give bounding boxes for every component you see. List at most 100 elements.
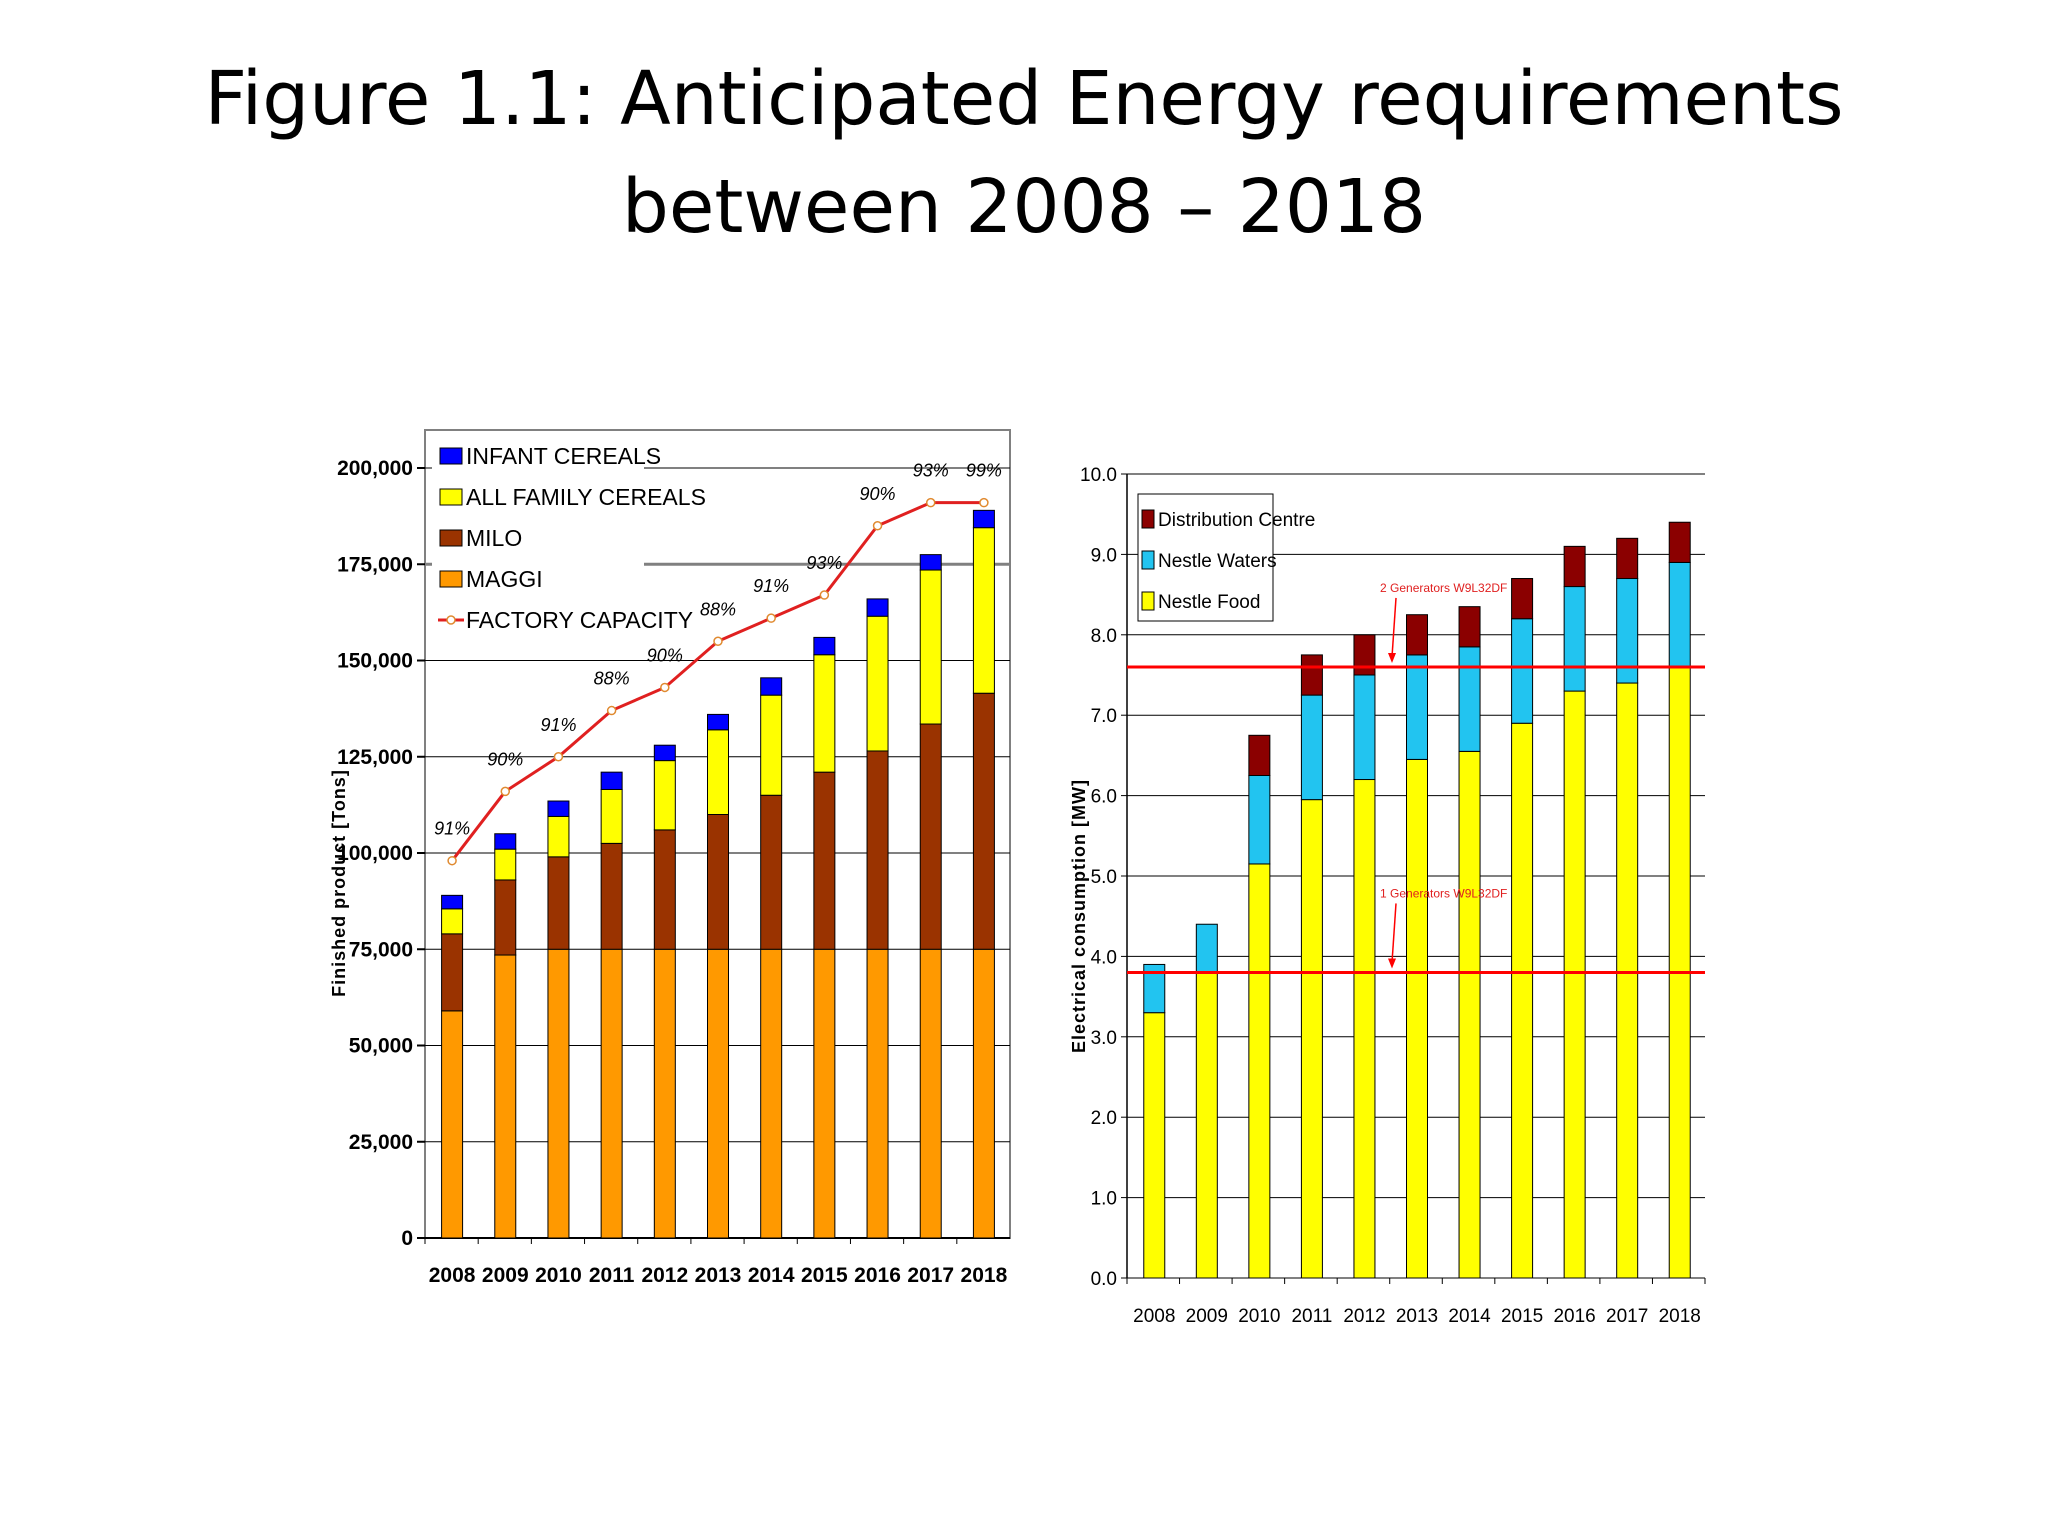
chart1-capacity-point — [447, 855, 457, 866]
chart2-bar-segment — [1668, 521, 1691, 563]
chart2-bar-segment — [1458, 606, 1481, 648]
chart1-y-tick-label: 150,000 — [337, 650, 413, 673]
chart1-bar-segment — [866, 750, 889, 950]
chart1-x-tick-label: 2017 — [907, 1264, 954, 1287]
chart1-y-tick-label: 125,000 — [337, 746, 413, 769]
chart2-bar-segment — [1300, 799, 1323, 1279]
chart2-bar-segment — [1511, 722, 1534, 1279]
chart1-bar-segment — [707, 948, 729, 1239]
chart1-legend-label: FACTORY CAPACITY — [466, 607, 693, 633]
chart1-x-tick-label: 2010 — [535, 1264, 582, 1287]
chart2-y-tick-label: 1.0 — [1091, 1189, 1117, 1210]
chart1-capacity-label: 91% — [540, 715, 576, 735]
chart2-y-tick-label: 4.0 — [1091, 947, 1117, 968]
chart1-legend-label: ALL FAMILY CEREALS — [466, 484, 706, 510]
chart1-capacity-point — [872, 521, 883, 531]
chart2-bar-segment — [1563, 586, 1586, 692]
chart1-bar-segment — [813, 948, 836, 1239]
chart1-bar-segment — [866, 948, 889, 1239]
chart2-x-tick-label: 2011 — [1291, 1306, 1332, 1327]
chart2-y-tick-label: 10.0 — [1080, 465, 1117, 486]
chart1-x-tick-label: 2011 — [589, 1264, 635, 1287]
chart1-x-tick-label: 2018 — [961, 1264, 1008, 1287]
chart1-capacity-point — [660, 682, 670, 693]
chart1-bar-segment — [441, 1010, 464, 1239]
slide-title: Figure 1.1: Anticipated Energy requireme… — [0, 45, 2048, 261]
chart2-bar-segment — [1563, 545, 1586, 588]
chart2-y-tick-label: 0.0 — [1091, 1269, 1117, 1290]
chart1-legend-swatch — [439, 529, 463, 547]
chart1-capacity-label: 88% — [700, 599, 736, 619]
chart2-bar-segment — [1248, 734, 1271, 776]
chart2-bar-segment — [1195, 923, 1218, 973]
chart2-y-tick-label: 3.0 — [1091, 1028, 1117, 1049]
chart2-legend-label: Nestle Food — [1158, 592, 1260, 613]
chart1-capacity-label: 93% — [913, 461, 949, 481]
chart1-bar-segment — [813, 654, 836, 773]
chart1-bar-segment — [547, 948, 570, 1239]
chart2-bar-segment — [1248, 775, 1271, 865]
chart1-bar-segment — [600, 771, 623, 790]
chart1-capacity-point — [979, 497, 989, 508]
production-chart: 0 25,000 50,000 75,000 100,000 125,000 150,000… — [329, 429, 1011, 1287]
chart2-bar-segment — [1195, 971, 1218, 1279]
chart2-legend-swatch — [1141, 591, 1155, 611]
chart1-bar-segment — [441, 908, 464, 935]
chart2-bar-segment — [1406, 614, 1428, 656]
chart1-capacity-label: 99% — [966, 461, 1002, 481]
chart1-bar-segment — [600, 948, 623, 1239]
chart2-bar-segment — [1511, 578, 1534, 620]
chart1-bar-segment — [547, 815, 570, 858]
chart2-legend-box — [1137, 493, 1274, 622]
chart2-generator-label: 1 Generators W9L32DF — [1380, 886, 1507, 900]
chart1-bar-segment — [919, 569, 942, 725]
chart2-x-tick-label: 2010 — [1238, 1306, 1280, 1327]
chart1-x-tick-label: 2009 — [482, 1264, 529, 1287]
chart1-capacity-label: 91% — [434, 819, 470, 839]
chart1-bar-segment — [813, 771, 836, 950]
chart2-bar-segment — [1563, 690, 1586, 1279]
chart1-bar-segment — [972, 527, 995, 694]
chart2-y-tick-label: 2.0 — [1091, 1108, 1117, 1129]
chart2-bar-segment — [1458, 646, 1481, 752]
chart1-bar-segment — [653, 948, 676, 1239]
chart2-bar-segment — [1616, 537, 1639, 580]
chart1-capacity-point — [713, 636, 723, 646]
chart1-x-tick-label: 2016 — [854, 1264, 901, 1287]
chart2-legend-label: Distribution Centre — [1158, 510, 1315, 531]
chart2-bar-segment — [1143, 963, 1166, 1014]
chart2-bar-segment — [1616, 682, 1639, 1279]
chart1-bar-segment — [653, 760, 676, 831]
chart2-generator-arrowhead — [1388, 958, 1396, 969]
chart1-y-tick-label: 200,000 — [337, 457, 413, 480]
chart2-bar-segment — [1353, 634, 1376, 676]
chart1-legend-label: MAGGI — [466, 566, 543, 592]
chart2-bar-segment — [1406, 758, 1428, 1279]
chart2-generator-arrowhead — [1388, 652, 1396, 663]
chart2-y-tick-label: 6.0 — [1091, 787, 1117, 808]
chart2-y-tick-label: 5.0 — [1091, 867, 1117, 888]
chart2-generator-arrow — [1391, 597, 1397, 658]
chart1-bar-segment — [760, 694, 783, 796]
chart2-bar-segment — [1143, 1012, 1166, 1279]
chart1-y-tick-label: 50,000 — [349, 1035, 413, 1058]
chart1-x-tick-label: 2008 — [429, 1264, 476, 1287]
chart1-bar-segment — [919, 554, 942, 571]
chart2-bar-segment — [1353, 779, 1376, 1279]
chart2-y-tick-label: 9.0 — [1091, 545, 1117, 566]
chart1-bar-segment — [813, 636, 836, 656]
chart2-x-tick-label: 2012 — [1343, 1306, 1385, 1327]
chart2-bar-segment — [1300, 654, 1323, 696]
chart1-capacity-point — [819, 590, 830, 600]
chart1-bar-segment — [494, 848, 517, 881]
chart1-legend-swatch — [439, 488, 463, 506]
chart1-x-tick-label: 2014 — [748, 1264, 795, 1287]
chart1-capacity-label: 88% — [594, 669, 630, 689]
chart1-bar-segment — [972, 509, 995, 529]
chart1-capacity-label: 93% — [806, 553, 842, 573]
chart1-y-tick-label: 75,000 — [349, 938, 413, 961]
chart1-legend-label: INFANT CEREALS — [466, 443, 661, 469]
chart1-capacity-point — [553, 752, 564, 762]
chart1-bar-segment — [441, 894, 464, 910]
chart2-bar-segment — [1300, 694, 1323, 801]
